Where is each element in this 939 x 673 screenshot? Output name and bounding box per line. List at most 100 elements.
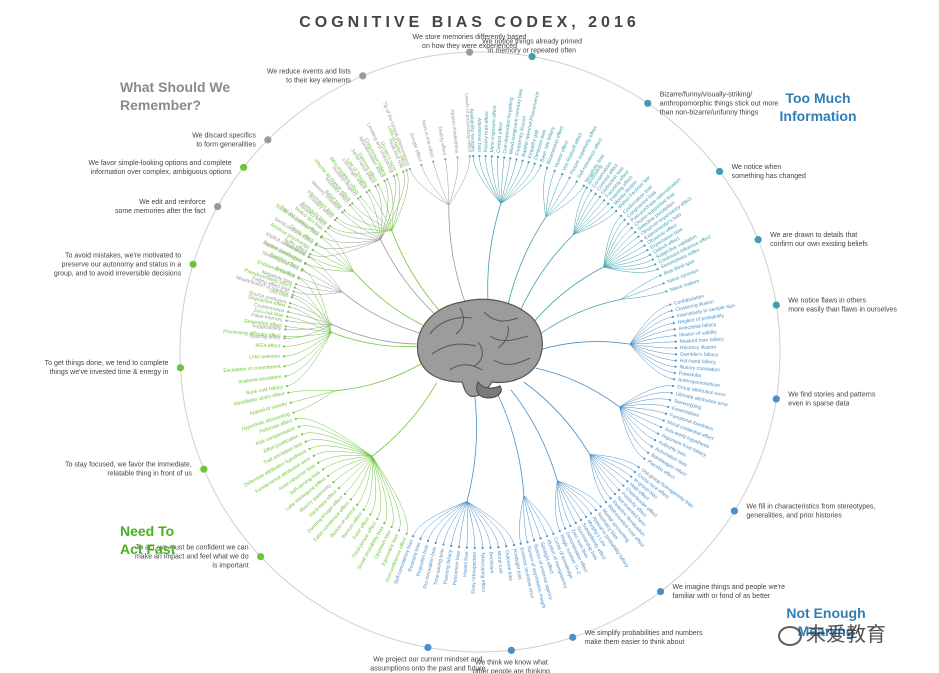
bias-dot [633,470,637,474]
group-note-line: than non-bizarre/unfunny things [660,109,759,116]
bias-dot [351,202,354,205]
bias-dot [308,447,311,450]
trunk-line [516,234,574,318]
bias-dot [561,172,564,176]
bias-branch [500,158,511,204]
bias-label: False memory [251,312,284,323]
bias-branch [284,332,332,337]
bias-branch [589,454,624,486]
bias-branch [466,501,483,548]
note-dot [656,587,665,596]
group-note-line: Bizarre/funny/visually-striking/ [660,91,753,98]
bias-dot [356,503,359,506]
bias-branch [466,501,515,546]
bias-dot [634,231,637,234]
bias-branch [620,283,664,300]
wechat-icon [778,625,802,646]
note-dot [214,202,222,211]
bias-dot [497,546,500,549]
group-note-line: anthropomorphic things stick out more [660,100,779,107]
bias-dot [651,258,654,261]
bias-label: Escalation of commitment [223,364,281,374]
bias-dot [468,155,471,158]
bias-branch [349,205,381,240]
note-dot [359,72,367,80]
group-note-line: We simplify probabilities and numbers [585,630,703,637]
bias-branch [320,237,354,272]
bias-branch [302,268,332,333]
bias-branch [286,332,332,387]
bias-branch [545,173,563,218]
bias-branch [491,156,502,204]
group-note-line: We edit and reinforce [139,199,206,206]
bias-label: Illusion of validity [679,329,718,338]
note-dot [424,643,432,652]
bias-label: Testing effect [436,126,447,157]
bias-branch [485,156,502,204]
bias-group: Availability heuristic Attentional bias Il… [468,88,557,309]
bias-branch [603,215,622,268]
bias-label: Rosy retrospection [471,552,478,594]
bias-branch [298,277,343,293]
group-note-line: preserve our autonomy and status in a [62,261,182,268]
group-note-line: other people are thinking [473,668,550,673]
bias-dot [670,309,673,312]
bias-dot [533,162,536,165]
trunk-line [371,382,438,457]
bias-dot [327,226,330,230]
bias-branch [472,156,502,204]
bias-dot [637,235,640,238]
bias-label: Mere exposure effect [489,105,498,153]
bias-dot [294,283,298,286]
note-dot [569,633,577,641]
bias-label: Planning fallacy [443,549,454,585]
bias-branch [619,406,645,459]
bias-dot [287,391,290,394]
trunk-line [505,216,547,313]
bias-dot [594,192,597,195]
bias-branch [318,454,373,463]
bias-dot [637,466,640,469]
bias-branch [288,389,336,393]
bias-dot [285,384,289,388]
bias-dot [584,515,588,518]
bias-branch [310,239,381,257]
bias-branch [619,404,669,408]
group-note-line: We notice flaws in others [788,298,866,305]
group-note-line: We think we know what [475,659,548,666]
bias-branch [629,341,676,345]
bias-branch [589,454,639,468]
trunk-line [497,393,525,496]
bias-dot [484,154,487,158]
bias-dot [376,517,379,521]
bias-branch [435,501,468,543]
bias-branch [603,232,636,268]
bias-dot [659,274,662,277]
bias-label: Anecdotal fallacy [678,322,717,332]
bias-dot [505,545,508,548]
bias-dot [456,156,459,159]
bias-branch [352,203,392,231]
group-note-line: to their key elements [286,77,351,84]
bias-dot [585,186,588,189]
bias-dot [402,170,405,173]
bias-dot [553,169,556,172]
bias-branch [523,495,528,543]
bias-dot [599,505,602,508]
bias-dot [292,411,295,414]
bias-dot [622,484,625,487]
bias-dot [368,189,371,192]
bias-branch [619,385,674,408]
bias-label: Attentional bias [476,118,482,153]
bias-branch [523,495,541,539]
bias-branch [603,259,653,268]
bias-dot [545,166,549,169]
bias-branch [409,168,449,206]
bias-branch [557,480,601,507]
bias-dot [283,335,286,338]
bias-branch [298,278,332,333]
bias-dot [659,426,663,429]
